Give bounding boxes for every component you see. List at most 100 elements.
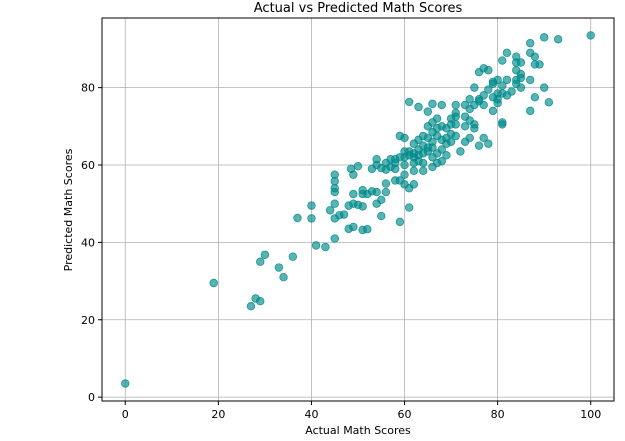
data-point	[377, 211, 386, 221]
data-point	[474, 141, 484, 150]
x-tick-label: 60	[398, 408, 412, 421]
data-point	[460, 122, 470, 131]
data-point	[414, 102, 423, 112]
data-point	[516, 58, 526, 67]
x-tick-label: 20	[211, 408, 225, 421]
grid	[102, 18, 614, 401]
data-point	[544, 98, 554, 107]
y-tick-label: 80	[81, 82, 95, 95]
data-point	[330, 199, 339, 208]
data-point	[586, 31, 595, 40]
data-point	[279, 273, 288, 282]
data-point	[516, 69, 526, 79]
data-point	[512, 52, 521, 61]
data-point	[479, 100, 488, 110]
data-point	[484, 85, 493, 94]
data-point	[465, 95, 474, 104]
x-axis-label: Actual Math Scores	[305, 424, 411, 437]
x-axis-ticks: 0 20 40 60 80 100	[122, 401, 601, 421]
data-point	[358, 202, 367, 211]
data-point	[484, 139, 493, 148]
data-point	[432, 114, 442, 123]
data-point	[377, 195, 386, 205]
data-point	[498, 118, 507, 127]
data-point	[372, 155, 381, 164]
data-point	[256, 257, 265, 266]
data-point	[530, 93, 540, 102]
data-point	[418, 166, 428, 176]
data-point	[400, 160, 409, 170]
data-point	[209, 278, 218, 288]
data-point	[409, 166, 419, 176]
data-point	[437, 100, 446, 110]
data-point	[526, 106, 535, 116]
y-axis-label: Predicted Math Scores	[62, 148, 75, 271]
data-point	[307, 201, 316, 210]
data-point	[288, 252, 298, 261]
data-points	[121, 31, 595, 388]
data-point	[451, 131, 460, 141]
data-point	[493, 75, 502, 85]
data-point	[470, 120, 479, 129]
x-tick-label: 80	[491, 408, 505, 421]
data-point	[325, 206, 335, 215]
data-point	[484, 66, 493, 75]
data-point	[498, 56, 507, 65]
data-point	[479, 133, 488, 143]
data-point	[539, 33, 549, 42]
data-point	[349, 170, 358, 179]
y-axis-ticks: 0 20 40 60 80	[81, 82, 102, 404]
data-point	[293, 213, 302, 223]
data-point	[330, 170, 339, 179]
y-tick-label: 40	[81, 236, 95, 249]
data-point	[363, 225, 372, 234]
data-point	[405, 203, 414, 212]
y-tick-label: 60	[81, 159, 95, 172]
data-point	[372, 187, 381, 197]
data-point	[330, 234, 339, 243]
data-point	[418, 158, 428, 168]
data-point	[405, 97, 414, 107]
data-point	[349, 222, 358, 232]
data-point	[507, 87, 516, 96]
data-point	[451, 100, 460, 110]
data-point	[479, 91, 488, 100]
data-point	[353, 161, 363, 171]
data-point	[553, 35, 563, 44]
x-tick-label: 100	[580, 408, 601, 421]
data-point	[349, 189, 358, 199]
data-point	[330, 184, 339, 193]
data-point	[381, 179, 391, 188]
data-point	[502, 48, 512, 58]
y-tick-label: 20	[81, 314, 95, 327]
data-point	[400, 170, 409, 179]
chart-title: Actual vs Predicted Math Scores	[254, 1, 463, 16]
data-point	[526, 38, 535, 48]
data-point	[437, 156, 446, 166]
data-point	[530, 52, 540, 61]
data-point	[502, 75, 512, 85]
y-tick-label: 0	[88, 391, 95, 404]
data-point	[121, 379, 130, 388]
data-point	[423, 107, 433, 116]
data-point	[465, 133, 474, 143]
data-point	[246, 302, 256, 311]
data-point	[539, 83, 549, 92]
data-point	[451, 108, 460, 117]
data-point	[535, 60, 544, 69]
data-point	[428, 137, 437, 146]
data-point	[400, 133, 409, 143]
data-point	[437, 145, 446, 154]
data-point	[516, 83, 526, 92]
x-tick-label: 0	[122, 408, 129, 421]
data-point	[409, 180, 419, 189]
data-point	[395, 217, 405, 227]
data-point	[456, 147, 465, 156]
plot-frame	[101, 17, 615, 402]
data-point	[488, 106, 498, 116]
data-point	[274, 263, 284, 272]
data-point	[470, 83, 479, 92]
data-point	[381, 187, 391, 197]
data-point	[428, 99, 437, 109]
